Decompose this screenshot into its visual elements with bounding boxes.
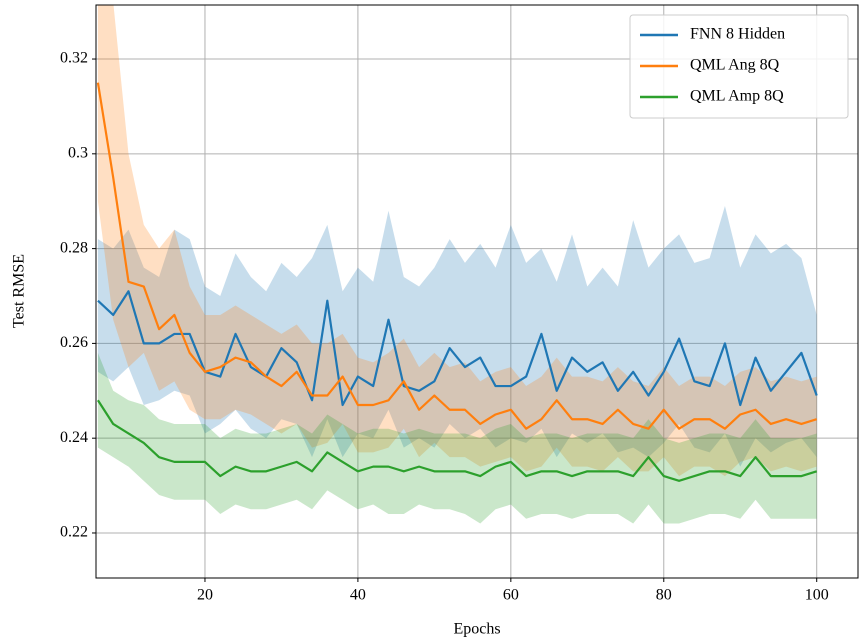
y-tick-label: 0.32 [60,50,88,67]
x-tick-label: 60 [503,587,519,604]
plot-frame [95,4,859,579]
legend-box [629,14,849,119]
x-tick-label: 100 [805,587,829,604]
y-tick-label: 0.22 [60,524,88,541]
x-tick-label: 40 [350,587,366,604]
y-tick-label: 0.26 [60,334,88,351]
y-tick-label: 0.24 [60,429,88,446]
confidence-band [97,205,817,467]
x-tick-label: 20 [197,587,213,604]
legend-label: QML Ang 8Q [690,57,780,74]
series-line [97,290,818,407]
legend: FNN 8 Hidden QML Ang 8Q QML Amp 8Q [629,14,849,119]
x-tick-label: 80 [656,587,672,604]
legend-label: FNN 8 Hidden [690,26,785,43]
series-line [96,82,818,430]
y-tick-label: 0.28 [60,239,88,256]
plot-area [96,5,818,524]
confidence-band [97,5,817,477]
y-axis-label: Test RMSE [11,254,28,328]
series-line [96,399,818,482]
legend-label: QML Amp 8Q [690,88,784,105]
x-axis-label: Epochs [453,621,500,638]
confidence-band [97,352,817,524]
y-tick-label: 0.3 [68,144,88,161]
